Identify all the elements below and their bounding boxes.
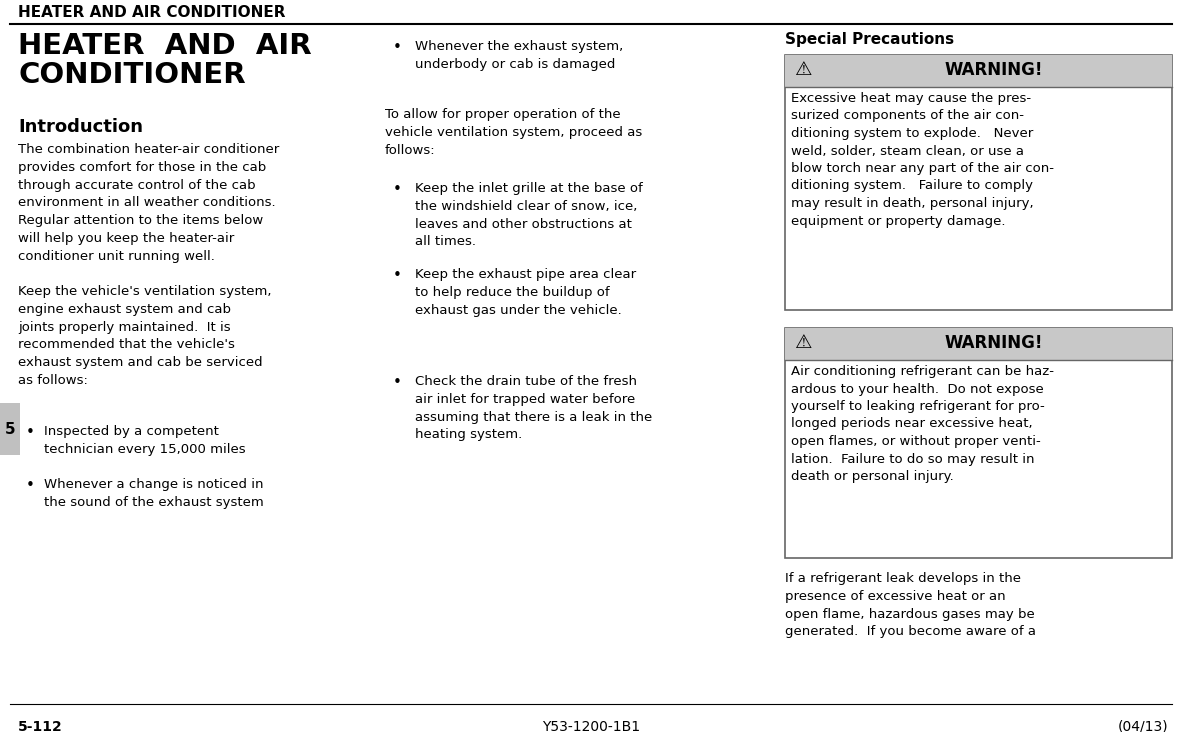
Text: HEATER AND AIR CONDITIONER: HEATER AND AIR CONDITIONER bbox=[18, 5, 286, 20]
Text: •: • bbox=[392, 375, 402, 390]
Text: Keep the vehicle's ventilation system,
engine exhaust system and cab
joints prop: Keep the vehicle's ventilation system, e… bbox=[18, 285, 272, 387]
Bar bbox=[785, 55, 1173, 87]
Text: Whenever the exhaust system,
underbody or cab is damaged: Whenever the exhaust system, underbody o… bbox=[415, 40, 623, 71]
Text: •: • bbox=[392, 268, 402, 283]
Bar bbox=[0, 403, 20, 455]
Text: ⚠: ⚠ bbox=[795, 333, 812, 352]
Text: •: • bbox=[392, 40, 402, 55]
Text: To allow for proper operation of the
vehicle ventilation system, proceed as
foll: To allow for proper operation of the veh… bbox=[385, 108, 642, 157]
Text: Keep the exhaust pipe area clear
to help reduce the buildup of
exhaust gas under: Keep the exhaust pipe area clear to help… bbox=[415, 268, 636, 317]
Text: 5: 5 bbox=[5, 422, 15, 436]
Text: Inspected by a competent
technician every 15,000 miles: Inspected by a competent technician ever… bbox=[44, 425, 246, 456]
Bar bbox=[785, 328, 1173, 558]
Text: Air conditioning refrigerant can be haz-
ardous to your health.  Do not expose
y: Air conditioning refrigerant can be haz-… bbox=[791, 365, 1054, 483]
Text: HEATER  AND  AIR
CONDITIONER: HEATER AND AIR CONDITIONER bbox=[18, 32, 312, 89]
Text: WARNING!: WARNING! bbox=[944, 334, 1043, 352]
Text: Keep the inlet grille at the base of
the windshield clear of snow, ice,
leaves a: Keep the inlet grille at the base of the… bbox=[415, 182, 643, 248]
Bar bbox=[785, 328, 1173, 360]
Text: ⚠: ⚠ bbox=[795, 60, 812, 79]
Text: Special Precautions: Special Precautions bbox=[785, 32, 954, 47]
Bar bbox=[785, 55, 1173, 310]
Text: •: • bbox=[26, 425, 35, 440]
Text: The combination heater-air conditioner
provides comfort for those in the cab
thr: The combination heater-air conditioner p… bbox=[18, 143, 279, 263]
Text: (04/13): (04/13) bbox=[1117, 720, 1168, 732]
Text: 5-112: 5-112 bbox=[18, 720, 63, 732]
Text: •: • bbox=[26, 478, 35, 493]
Text: Excessive heat may cause the pres-
surized components of the air con-
ditioning : Excessive heat may cause the pres- suriz… bbox=[791, 92, 1054, 228]
Text: Introduction: Introduction bbox=[18, 118, 143, 136]
Text: If a refrigerant leak develops in the
presence of excessive heat or an
open flam: If a refrigerant leak develops in the pr… bbox=[785, 572, 1035, 638]
Text: Check the drain tube of the fresh
air inlet for trapped water before
assuming th: Check the drain tube of the fresh air in… bbox=[415, 375, 652, 441]
Text: •: • bbox=[392, 182, 402, 197]
Text: Y53-1200-1B1: Y53-1200-1B1 bbox=[541, 720, 641, 732]
Text: Whenever a change is noticed in
the sound of the exhaust system: Whenever a change is noticed in the soun… bbox=[44, 478, 264, 509]
Text: WARNING!: WARNING! bbox=[944, 61, 1043, 79]
